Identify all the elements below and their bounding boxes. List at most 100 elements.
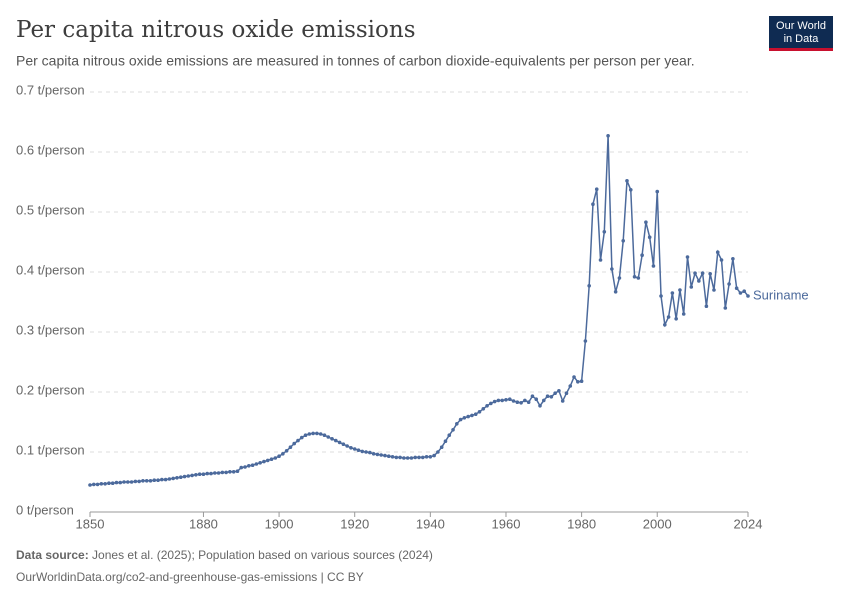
- point: [432, 453, 436, 458]
- logo-text: in Data: [784, 33, 820, 45]
- point: [602, 230, 607, 234]
- y-tick-label: 0.5 t/person: [16, 202, 85, 217]
- point: [322, 433, 327, 438]
- point: [269, 457, 274, 462]
- point: [636, 276, 641, 280]
- point: [428, 455, 433, 459]
- x-tick-label: 2000: [643, 516, 672, 531]
- point: [258, 461, 262, 465]
- point: [250, 463, 255, 468]
- point: [477, 410, 482, 414]
- point: [515, 400, 520, 405]
- point: [299, 435, 304, 440]
- point: [390, 455, 395, 459]
- point: [228, 470, 232, 474]
- point: [632, 275, 637, 279]
- point: [126, 480, 130, 484]
- point: [394, 455, 399, 460]
- point: [644, 220, 648, 224]
- point: [375, 452, 380, 457]
- point: [598, 258, 603, 262]
- point: [496, 398, 501, 403]
- point: [254, 462, 259, 466]
- point: [447, 433, 452, 438]
- point: [738, 291, 743, 295]
- point: [742, 289, 747, 294]
- x-tick-label: 1960: [492, 516, 521, 531]
- y-tick-label: 0.6 t/person: [16, 142, 85, 157]
- point: [118, 480, 123, 485]
- point: [337, 440, 342, 445]
- point: [523, 398, 527, 403]
- point: [349, 446, 353, 450]
- point: [231, 470, 236, 474]
- point: [129, 480, 134, 484]
- point: [530, 394, 535, 399]
- point: [383, 453, 387, 458]
- point: [621, 239, 626, 243]
- point: [526, 400, 531, 405]
- y-tick-label: 0 t/person: [16, 502, 74, 517]
- point: [345, 444, 349, 448]
- point: [212, 471, 217, 475]
- point: [697, 279, 701, 283]
- x-tick-label: 1920: [340, 516, 369, 531]
- point: [647, 235, 652, 239]
- point: [167, 477, 172, 481]
- point: [311, 431, 315, 436]
- point: [103, 482, 107, 486]
- point: [628, 188, 633, 192]
- point: [288, 445, 293, 450]
- point: [386, 454, 391, 459]
- logo-text: Our World: [776, 20, 826, 32]
- point: [670, 291, 675, 295]
- point: [262, 459, 266, 464]
- logo-box: [769, 16, 833, 50]
- point: [277, 454, 281, 459]
- point: [156, 478, 160, 483]
- point: [114, 480, 119, 485]
- point: [470, 413, 474, 418]
- point: [625, 179, 629, 183]
- point: [122, 480, 126, 484]
- point: [424, 455, 429, 459]
- line: [89, 135, 749, 486]
- point: [91, 482, 96, 487]
- point: [417, 455, 421, 460]
- source: Data source: Jones et al. (2025); Popula…: [16, 548, 433, 562]
- point: [594, 187, 599, 191]
- point: [413, 455, 418, 460]
- point: [708, 272, 712, 276]
- point: [492, 399, 497, 404]
- point: [659, 294, 663, 298]
- logo[interactable]: Our World in Data: [769, 16, 833, 51]
- x-tick-label: 1980: [567, 516, 596, 531]
- point: [519, 401, 523, 405]
- point: [712, 288, 716, 292]
- point: [326, 435, 331, 439]
- point: [715, 250, 720, 254]
- point: [110, 481, 115, 486]
- point: [693, 271, 697, 276]
- point: [178, 475, 183, 480]
- series-label: Suriname: [753, 287, 809, 302]
- point: [197, 472, 202, 477]
- point: [398, 455, 402, 460]
- point: [364, 450, 368, 454]
- point: [216, 471, 221, 475]
- point: [613, 290, 618, 294]
- point: [239, 465, 244, 470]
- point: [334, 438, 338, 443]
- point: [704, 304, 709, 309]
- point: [591, 202, 595, 206]
- point: [141, 479, 145, 483]
- point: [273, 456, 278, 460]
- point: [640, 253, 644, 257]
- y-tick-label: 0.2 t/person: [16, 382, 85, 397]
- point: [99, 482, 104, 486]
- point: [360, 449, 365, 454]
- point: [341, 442, 346, 447]
- point: [617, 276, 622, 280]
- point: [507, 397, 512, 402]
- point: [137, 479, 141, 484]
